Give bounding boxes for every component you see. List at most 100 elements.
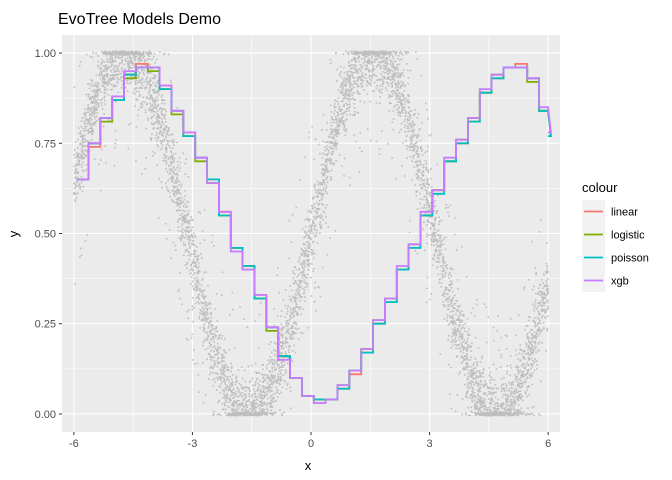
scatter-point (162, 108, 164, 111)
scatter-point (442, 255, 445, 258)
scatter-point (203, 328, 205, 330)
scatter-point (322, 113, 325, 116)
scatter-point (368, 57, 371, 60)
scatter-point (462, 351, 465, 354)
scatter-point (510, 409, 512, 412)
scatter-point (327, 226, 330, 228)
scatter-point (516, 408, 519, 411)
scatter-point (494, 404, 496, 406)
scatter-point (334, 145, 337, 148)
scatter-point (167, 128, 170, 130)
scatter-point (213, 328, 215, 330)
scatter-point (235, 409, 237, 411)
scatter-point (74, 283, 76, 285)
scatter-point (419, 202, 421, 205)
scatter-point (533, 285, 535, 288)
scatter-point (462, 368, 464, 370)
scatter-point (291, 289, 293, 291)
scatter-point (297, 306, 299, 308)
scatter-point (317, 286, 319, 288)
scatter-point (188, 251, 190, 253)
scatter-point (175, 189, 178, 191)
scatter-point (284, 381, 287, 383)
scatter-point (268, 362, 271, 364)
scatter-point (297, 286, 300, 289)
scatter-point (520, 379, 522, 382)
scatter-point (178, 170, 180, 172)
scatter-point (348, 100, 350, 103)
scatter-point (447, 300, 449, 303)
scatter-point (359, 76, 362, 78)
scatter-point (409, 149, 411, 151)
scatter-point (322, 179, 324, 182)
scatter-point (79, 256, 81, 258)
scatter-point (364, 52, 367, 55)
scatter-point (311, 241, 314, 244)
scatter-point (387, 52, 389, 54)
scatter-point (178, 237, 181, 239)
scatter-point (342, 85, 344, 88)
scatter-point (445, 204, 448, 206)
scatter-point (330, 148, 333, 150)
scatter-point (531, 383, 533, 386)
scatter-point (166, 188, 169, 190)
scatter-point (398, 131, 401, 134)
scatter-point (161, 99, 163, 101)
scatter-point (177, 164, 180, 167)
scatter-point (220, 383, 222, 385)
scatter-point (156, 96, 158, 98)
scatter-point (154, 104, 157, 107)
scatter-point (115, 65, 118, 67)
scatter-point (469, 372, 472, 374)
scatter-point (401, 110, 403, 113)
scatter-point (480, 357, 483, 359)
scatter-point (460, 320, 462, 322)
scatter-point (167, 142, 169, 145)
scatter-point (186, 225, 189, 228)
scatter-point (469, 345, 472, 347)
scatter-point (231, 383, 233, 385)
scatter-point (260, 411, 263, 414)
scatter-point (109, 79, 112, 81)
scatter-point (338, 122, 341, 124)
scatter-point (186, 263, 189, 265)
scatter-point (508, 413, 510, 415)
scatter-point (347, 90, 350, 93)
scatter-point (216, 389, 218, 391)
scatter-point (256, 372, 259, 374)
scatter-point (366, 61, 369, 64)
scatter-point (195, 289, 198, 292)
scatter-point (321, 184, 324, 186)
scatter-point (533, 331, 536, 334)
scatter-point (266, 381, 269, 384)
scatter-point (450, 341, 452, 343)
scatter-point (459, 336, 462, 338)
scatter-point (289, 285, 292, 287)
scatter-point (335, 121, 338, 124)
scatter-point (160, 181, 163, 183)
scatter-point (389, 102, 391, 104)
scatter-point (171, 180, 174, 183)
scatter-point (92, 101, 94, 104)
scatter-point (260, 396, 263, 398)
scatter-point (241, 387, 244, 389)
scatter-point (294, 298, 296, 301)
scatter-point (225, 401, 228, 403)
scatter-point (81, 151, 83, 153)
scatter-point (461, 355, 463, 357)
scatter-point (195, 264, 197, 266)
scatter-point (404, 118, 406, 121)
scatter-point (218, 336, 221, 339)
scatter-point (324, 149, 327, 152)
scatter-point (189, 253, 191, 255)
scatter-point (293, 273, 296, 275)
scatter-point (280, 342, 283, 344)
scatter-point (521, 373, 523, 375)
scatter-point (536, 325, 538, 327)
scatter-point (510, 407, 512, 409)
scatter-point (126, 80, 129, 82)
scatter-point (390, 75, 393, 78)
scatter-point (462, 349, 465, 351)
scatter-point (517, 397, 519, 399)
scatter-point (103, 113, 105, 115)
